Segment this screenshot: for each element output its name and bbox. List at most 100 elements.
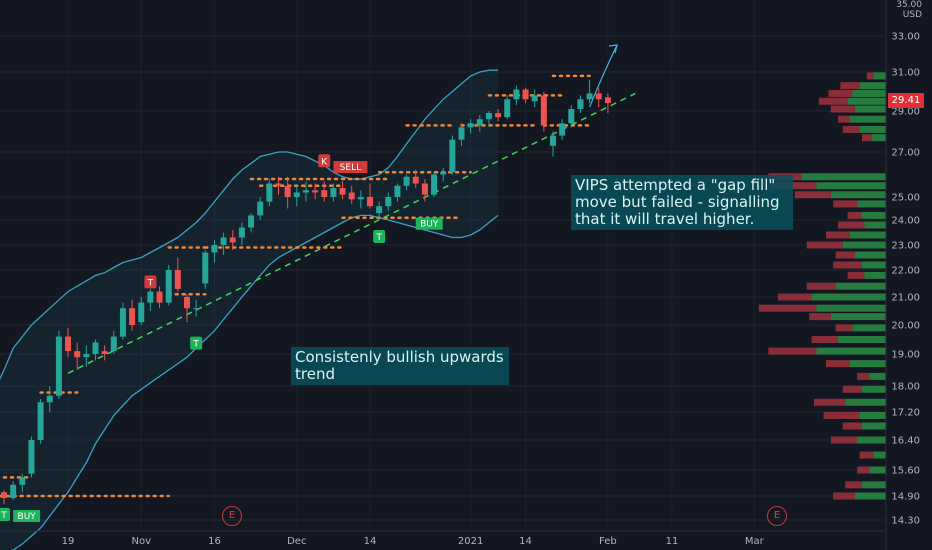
volume-bar-sell [833, 261, 862, 269]
signal-label: BUY [420, 220, 439, 230]
candle [147, 288, 154, 311]
trendline-layer [67, 44, 636, 374]
candle [357, 190, 364, 209]
signal-label: T [0, 511, 7, 521]
candle-body [595, 93, 602, 100]
candle-body [19, 477, 26, 485]
candle-body [1, 492, 7, 498]
candle [531, 89, 538, 108]
volume-bar-buy [874, 451, 886, 459]
candle-body [376, 206, 383, 214]
candle [10, 481, 17, 500]
candle [302, 181, 309, 202]
signal-box [415, 217, 443, 230]
candle-body [431, 174, 438, 195]
candle-body [330, 188, 337, 197]
candle [449, 135, 456, 175]
candle-body [156, 291, 163, 303]
candle [92, 339, 99, 361]
candle-body [37, 402, 44, 440]
candle [266, 179, 273, 207]
candle-body [568, 109, 575, 124]
candle-body [467, 123, 474, 128]
candle [119, 302, 126, 340]
candle-body [10, 484, 17, 498]
y-tick-label: 24.00 [891, 216, 920, 227]
candle-body [312, 190, 319, 193]
candle [348, 185, 355, 204]
volume-bar-sell [845, 481, 862, 489]
volume-bar-buy [874, 72, 886, 80]
annotation-trend[interactable]: Consistenly bullish upwards trend [291, 347, 509, 385]
candle-body [403, 176, 410, 186]
candle-body [586, 93, 593, 100]
volume-bar-buy [871, 134, 886, 142]
volume-bar-sell [794, 191, 831, 199]
candle [421, 179, 428, 202]
candle [248, 213, 255, 233]
candle [330, 183, 337, 202]
candle [540, 91, 547, 132]
signal-label: SELL [340, 163, 361, 173]
volume-bar-sell [828, 89, 853, 97]
y-tick-label: 25.00 [891, 193, 920, 204]
candle [485, 111, 492, 126]
candle-body [257, 201, 264, 216]
earnings-marker[interactable]: E [767, 506, 787, 526]
last-price-badge: 29.41 [888, 93, 924, 108]
candle-body [184, 297, 190, 309]
volume-bar-sell [857, 466, 870, 474]
candle [46, 386, 53, 412]
y-tick-label: 33.00 [891, 32, 920, 43]
candle-body [495, 113, 502, 118]
y-tick-label: 16.40 [891, 436, 920, 447]
x-tick-label: 11 [666, 536, 679, 547]
volume-bar-sell [770, 182, 817, 190]
time-axis[interactable]: 19 Nov 16 Dec 14 2021 14 Feb 11 Mar [0, 530, 886, 547]
signal-box [373, 230, 386, 243]
candle [55, 330, 62, 399]
candle-body [147, 291, 154, 303]
x-tick-label: Feb [599, 536, 617, 547]
candle [458, 123, 465, 146]
arrow-line [589, 44, 618, 108]
candle [504, 95, 511, 120]
annotation-gap-fill[interactable]: VIPS attempted a "gap fill" move but fai… [571, 175, 793, 230]
volume-bar-buy [816, 304, 886, 312]
candle [595, 87, 602, 108]
volume-bar-sell [859, 451, 874, 459]
volume-bar-buy [842, 241, 886, 249]
signal-box [318, 154, 331, 168]
signal-box [333, 161, 368, 173]
candle [431, 172, 438, 197]
candle [74, 342, 81, 370]
candle [184, 294, 190, 323]
candle-body [540, 95, 547, 126]
candle [440, 167, 447, 182]
volume-bar-sell [826, 360, 850, 368]
candle [174, 257, 181, 292]
x-tick-label: 14 [364, 536, 377, 547]
volume-bar-buy [859, 82, 886, 90]
candle-body [504, 99, 511, 118]
candle-body [248, 215, 255, 228]
volume-bar-buy [847, 97, 886, 105]
earnings-marker[interactable]: E [222, 506, 242, 526]
volume-bar-buy [859, 412, 886, 419]
volume-bar-buy [845, 398, 886, 406]
y-tick-label: 19.00 [891, 350, 920, 361]
volume-bar-buy [830, 191, 886, 199]
y-tick-label: 14.30 [891, 516, 920, 527]
candle-body [165, 270, 172, 303]
volume-bar-sell [857, 372, 870, 380]
candle-body [266, 183, 273, 202]
signal-t: T [144, 275, 157, 289]
price-axis[interactable]: 33.00 31.00 29.00 27.00 25.00 24.00 23.00 22.00… [885, 0, 920, 550]
volume-bar-sell [811, 336, 838, 343]
candle [412, 170, 419, 188]
candle [211, 240, 218, 263]
candle-body [110, 336, 117, 352]
candle-body [138, 302, 145, 323]
candle [257, 197, 264, 220]
